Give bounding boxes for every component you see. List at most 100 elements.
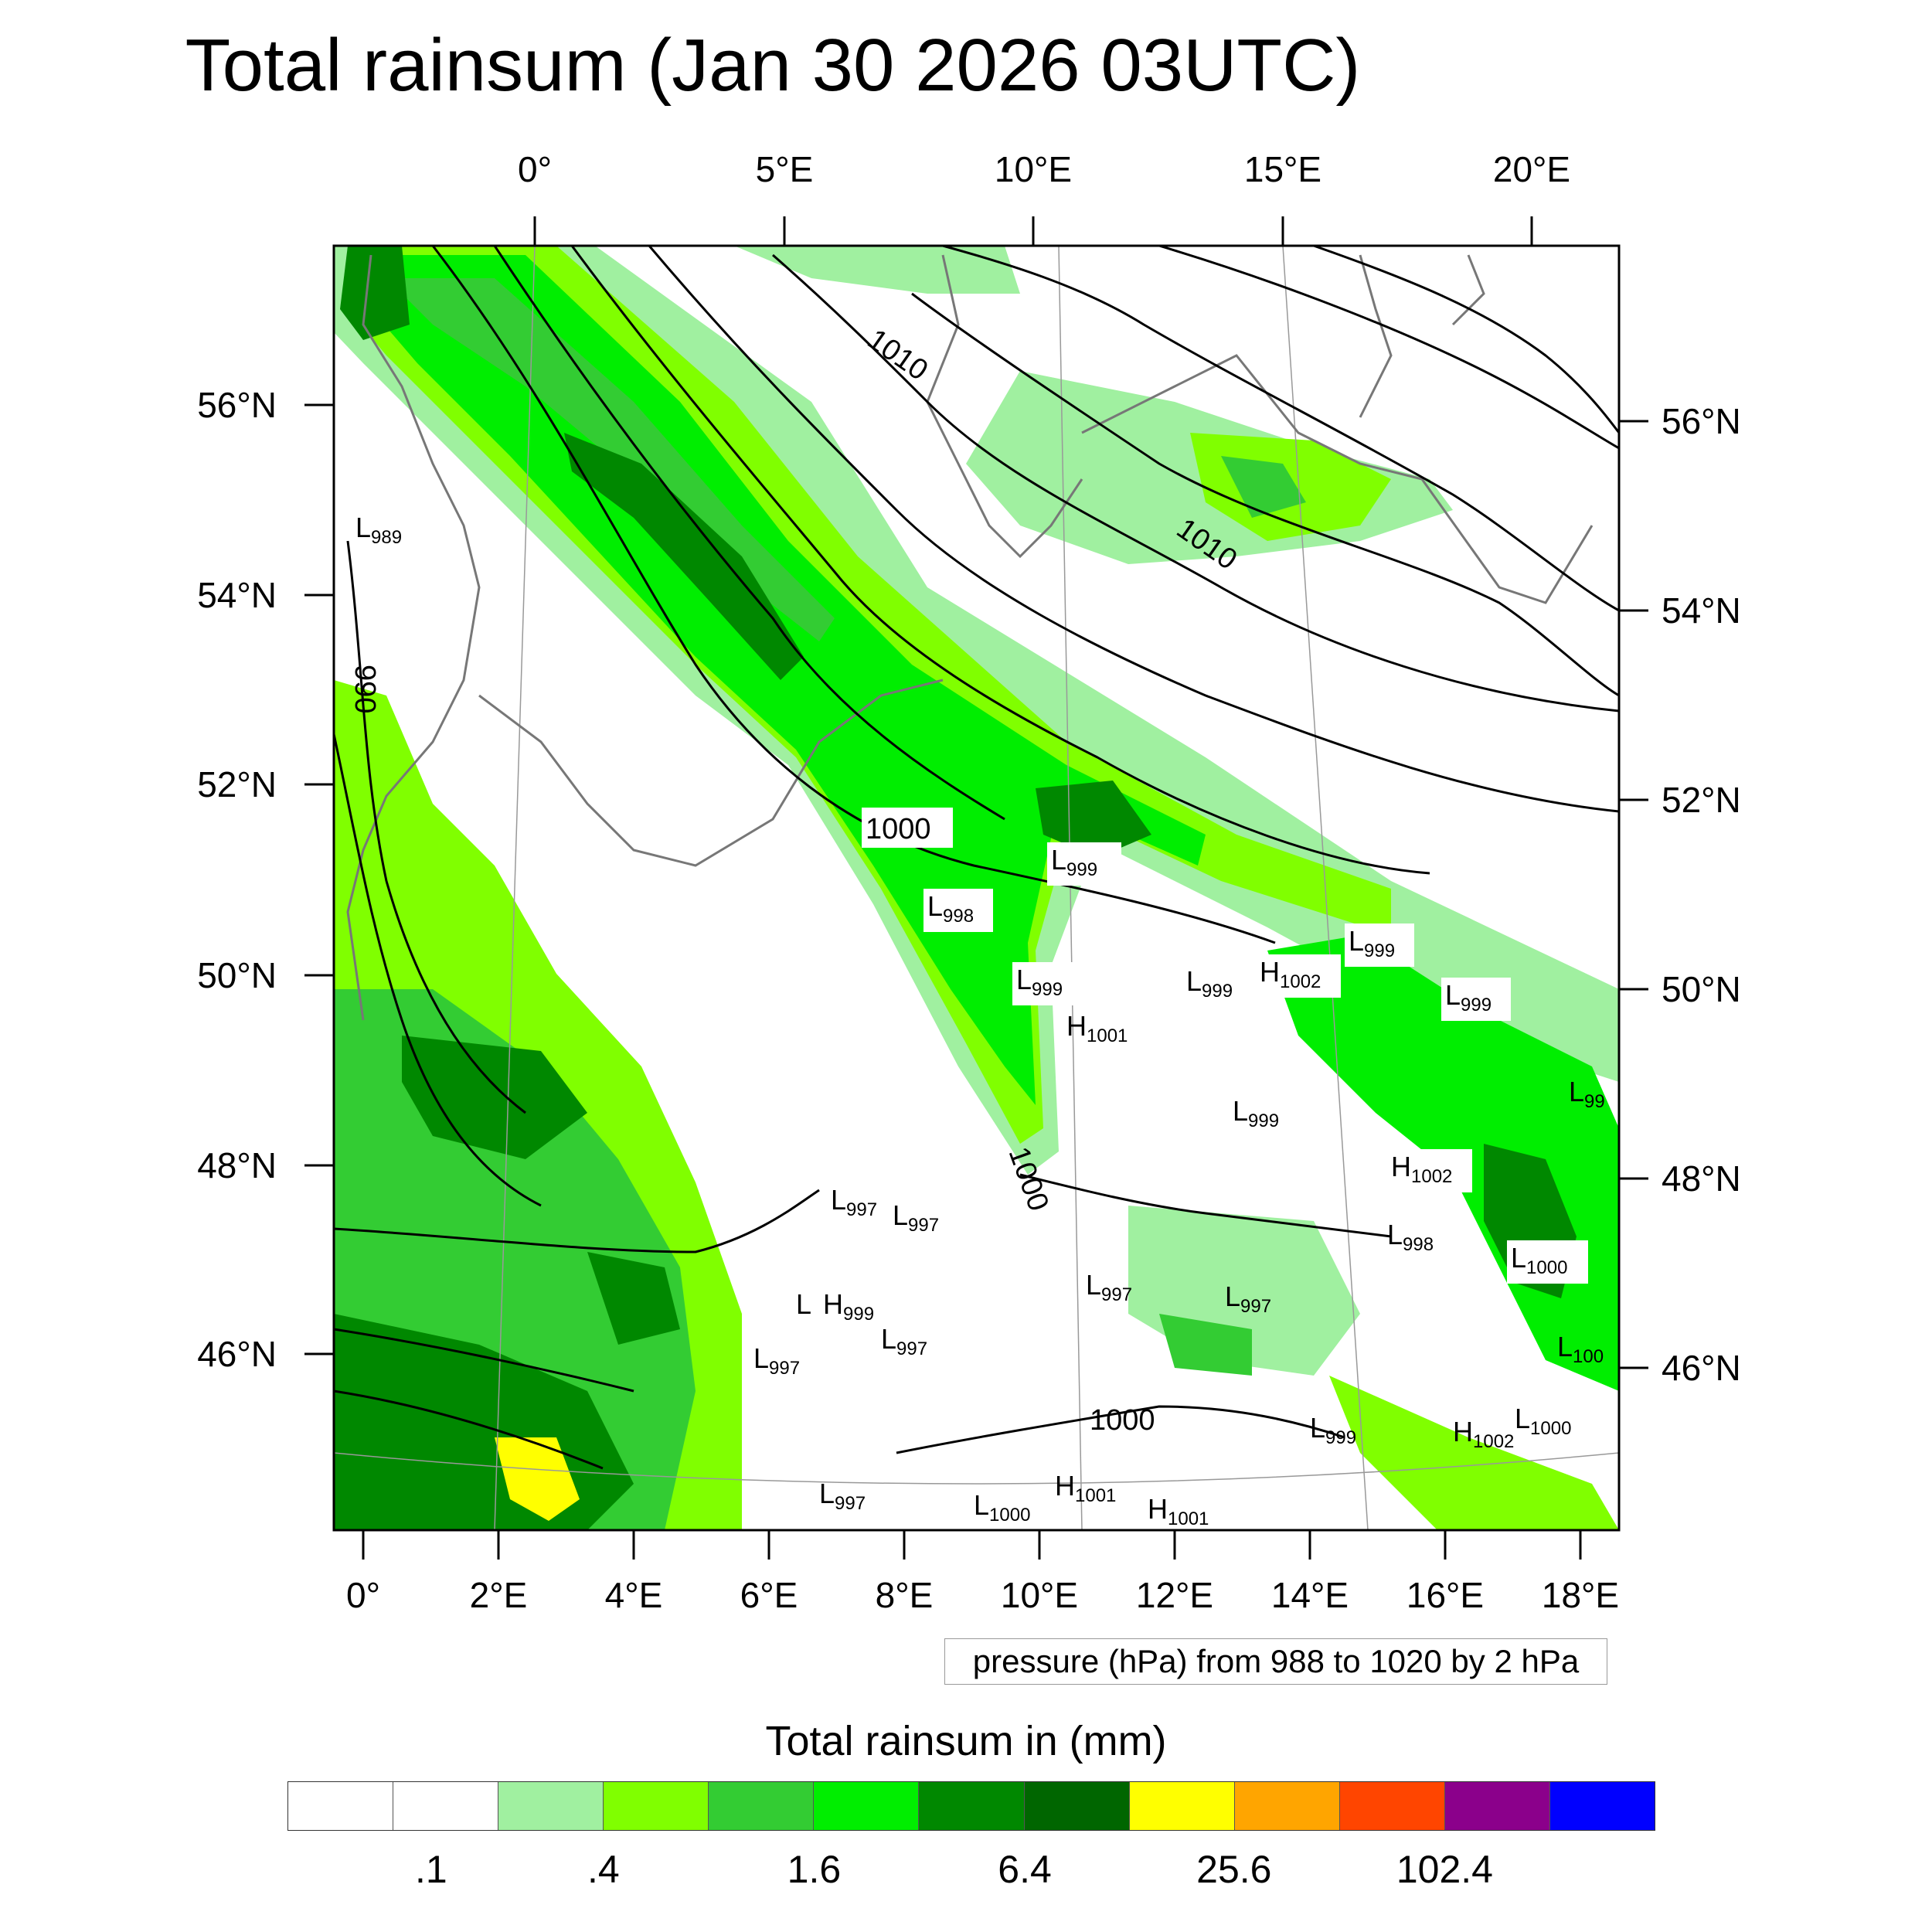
right-tick-label: 48°N — [1662, 1158, 1741, 1199]
isobar-label-bg — [862, 808, 953, 848]
rainfall-field — [334, 246, 1619, 1530]
colorbar-swatch — [709, 1782, 815, 1830]
contour-info-box: pressure (hPa) from 988 to 1020 by 2 hPa — [944, 1638, 1607, 1685]
pressure-center: L999 — [1186, 965, 1233, 1002]
bottom-tick-label: 18°E — [1542, 1575, 1619, 1615]
bottom-tick-label: 2°E — [470, 1575, 528, 1615]
isobar-label: 1010 — [862, 323, 934, 387]
rain-west-core-1 — [402, 1036, 587, 1159]
colorbar-label: 1.6 — [787, 1848, 842, 1891]
colorbar-title: Total rainsum in (mm) — [765, 1718, 1167, 1764]
colorbar-swatch — [393, 1782, 499, 1830]
pressure-center: L998 — [1387, 1219, 1434, 1255]
bottom-tick-label: 10°E — [1001, 1575, 1078, 1615]
graticule — [334, 246, 1619, 1530]
pressure-center: L999 — [1349, 925, 1395, 961]
pressure-center: H999 — [823, 1288, 874, 1325]
pressure-center: L999 — [1016, 964, 1063, 1000]
pressure-center: H1002 — [1391, 1151, 1452, 1187]
right-tick-label: 56°N — [1662, 401, 1741, 441]
colorbar-swatch — [919, 1782, 1025, 1830]
right-axis-labels: 56°N 54°N 52°N 50°N 48°N 46°N — [1662, 401, 1741, 1388]
left-tick-label: 48°N — [197, 1145, 277, 1185]
colorbar-labels: .1 .4 1.6 6.4 25.6 102.4 — [287, 1847, 1655, 1893]
colorbar-swatch — [1234, 1782, 1340, 1830]
isobar-label: 990 — [349, 665, 381, 713]
bottom-tick-label: 14°E — [1271, 1575, 1349, 1615]
bottom-tick-label: 0° — [346, 1575, 380, 1615]
pressure-center: H1001 — [1055, 1470, 1116, 1506]
pressure-center: L997 — [753, 1342, 800, 1379]
pressure-center: H1002 — [1260, 956, 1321, 992]
colorbar-label: .4 — [587, 1848, 620, 1891]
pressure-centers: L989 L999 L998 L999 H1001 L999 H1002 L99… — [355, 512, 1605, 1529]
top-tick-label: 5°E — [756, 149, 814, 189]
map-frame — [332, 244, 1621, 1532]
colorbar-swatch — [814, 1782, 920, 1830]
axis-ticks — [304, 216, 1648, 1560]
pressure-center: L998 — [927, 890, 974, 927]
left-tick-label: 46°N — [197, 1334, 277, 1374]
bottom-axis-labels: 0° 2°E 4°E 6°E 8°E 10°E 12°E 14°E 16°E 1… — [346, 1575, 1619, 1615]
bottom-tick-label: 6°E — [740, 1575, 798, 1615]
left-axis-labels: 56°N 54°N 52°N 50°N 48°N 46°N — [197, 385, 277, 1374]
left-tick-label: 52°N — [197, 764, 277, 804]
colorbar-label: .1 — [414, 1848, 447, 1891]
pressure-center: L989 — [355, 512, 402, 548]
colorbar-swatch — [288, 1782, 394, 1830]
pressure-center: H1001 — [1066, 1010, 1128, 1046]
top-tick-label: 10°E — [995, 149, 1072, 189]
pressure-center: L997 — [893, 1199, 939, 1236]
top-tick-label: 15°E — [1244, 149, 1321, 189]
pressure-center: L997 — [881, 1323, 927, 1359]
rain-core-dark — [564, 433, 804, 680]
top-tick-label: 0° — [518, 149, 552, 189]
rain-max-yellow — [495, 1437, 580, 1521]
right-tick-label: 46°N — [1662, 1348, 1741, 1388]
colorbar-label: 25.6 — [1196, 1848, 1272, 1891]
rain-alps-green — [1159, 1314, 1252, 1376]
isobar-label: 1000 — [1090, 1404, 1155, 1437]
colorbar-swatch — [1129, 1782, 1235, 1830]
rain-adriatic — [1329, 1376, 1619, 1530]
colorbar-swatch — [498, 1782, 604, 1830]
pressure-center: L1000 — [974, 1489, 1030, 1526]
left-tick-label: 56°N — [197, 385, 277, 425]
pressure-center: L — [796, 1288, 811, 1320]
pressure-center: L997 — [819, 1478, 866, 1514]
pressure-center: L1000 — [1515, 1403, 1571, 1439]
rain-west-core-2 — [587, 1252, 680, 1345]
pressure-center: L997 — [831, 1184, 877, 1220]
colorbar-swatch — [604, 1782, 709, 1830]
pressure-center: H1002 — [1453, 1416, 1514, 1452]
colorbar-swatch — [1339, 1782, 1445, 1830]
bottom-tick-label: 4°E — [605, 1575, 663, 1615]
colorbar-label: 102.4 — [1396, 1848, 1493, 1891]
bottom-tick-label: 8°E — [876, 1575, 934, 1615]
pressure-center: L999 — [1233, 1095, 1279, 1131]
pressure-center: L997 — [1225, 1281, 1271, 1317]
rain-core-dark-2 — [1036, 781, 1151, 858]
rain-baltic-core — [1221, 456, 1306, 518]
pressure-center: L999 — [1310, 1412, 1356, 1448]
colorbar-swatch — [1024, 1782, 1130, 1830]
bottom-tick-label: 16°E — [1406, 1575, 1484, 1615]
colorbar — [287, 1781, 1655, 1831]
pressure-center: L999 — [1051, 844, 1097, 880]
top-axis-labels: 0° 5°E 10°E 15°E 20°E — [518, 149, 1570, 189]
pressure-center: L999 — [1445, 979, 1492, 1015]
right-tick-label: 50°N — [1662, 969, 1741, 1009]
pressure-center: L99 — [1569, 1076, 1605, 1112]
colorbar-swatch — [1444, 1782, 1550, 1830]
map-title: Total rainsum (Jan 30 2026 03UTC) — [185, 24, 1361, 107]
pressure-center: H1001 — [1148, 1493, 1209, 1529]
isobar-label: 1000 — [866, 813, 931, 845]
left-tick-label: 54°N — [197, 575, 277, 615]
left-tick-label: 50°N — [197, 955, 277, 995]
pressure-center: L1000 — [1511, 1242, 1567, 1278]
right-tick-label: 52°N — [1662, 780, 1741, 820]
colorbar-label: 6.4 — [998, 1848, 1052, 1891]
right-tick-label: 54°N — [1662, 590, 1741, 631]
pressure-center: L997 — [1086, 1269, 1132, 1305]
